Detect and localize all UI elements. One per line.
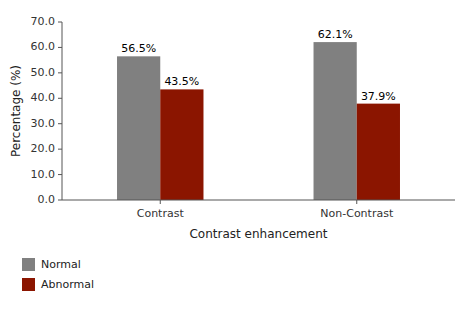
y-axis-label: Percentage (%) [9, 65, 23, 157]
y-tick [58, 47, 62, 48]
y-tick-label: 60.0 [31, 40, 56, 53]
legend-swatch [22, 258, 35, 271]
y-axis: 0.0 10.0 20.0 30.0 40.0 50.0 60.0 70.0 [31, 15, 63, 206]
y-tick [58, 149, 62, 150]
y-tick-label: 0.0 [38, 193, 56, 206]
data-label: 62.1% [318, 28, 353, 41]
y-tick-label: 10.0 [31, 168, 56, 181]
y-tick-label: 50.0 [31, 66, 56, 79]
data-label: 56.5% [121, 42, 156, 55]
bar [314, 42, 357, 200]
y-tick [58, 98, 62, 99]
x-tick [160, 200, 161, 204]
x-axis-label: Contrast enhancement [189, 227, 327, 241]
y-tick [58, 123, 62, 124]
y-axis-line [62, 22, 63, 200]
y-tick [58, 72, 62, 73]
y-tick-label: 30.0 [31, 117, 56, 130]
legend: Normal Abnormal [22, 258, 94, 291]
y-tick-label: 70.0 [31, 15, 56, 28]
bar [160, 89, 203, 200]
chart-container: 0.0 10.0 20.0 30.0 40.0 50.0 60.0 70.0 56.5% 62.1… [0, 0, 469, 315]
legend-label: Normal [41, 258, 81, 271]
bar [357, 104, 400, 200]
y-tick-label: 40.0 [31, 91, 56, 104]
data-label: 43.5% [164, 75, 199, 88]
y-tick [58, 22, 62, 23]
legend-label: Abnormal [41, 278, 94, 291]
y-tick [58, 174, 62, 175]
x-tick-label: Non-Contrast [320, 207, 394, 220]
legend-swatch [22, 278, 35, 291]
chart: 0.0 10.0 20.0 30.0 40.0 50.0 60.0 70.0 56.5% 62.1… [0, 0, 469, 315]
y-tick [58, 200, 62, 201]
bar [117, 56, 160, 200]
bars [117, 42, 400, 200]
data-labels: 56.5% 62.1% 43.5% 37.9% [121, 28, 396, 103]
data-label: 37.9% [361, 90, 396, 103]
x-tick-label: Contrast [137, 207, 185, 220]
y-tick-label: 20.0 [31, 142, 56, 155]
x-tick [356, 200, 357, 204]
x-axis: Contrast Non-Contrast [62, 200, 455, 220]
x-axis-line [62, 200, 455, 201]
